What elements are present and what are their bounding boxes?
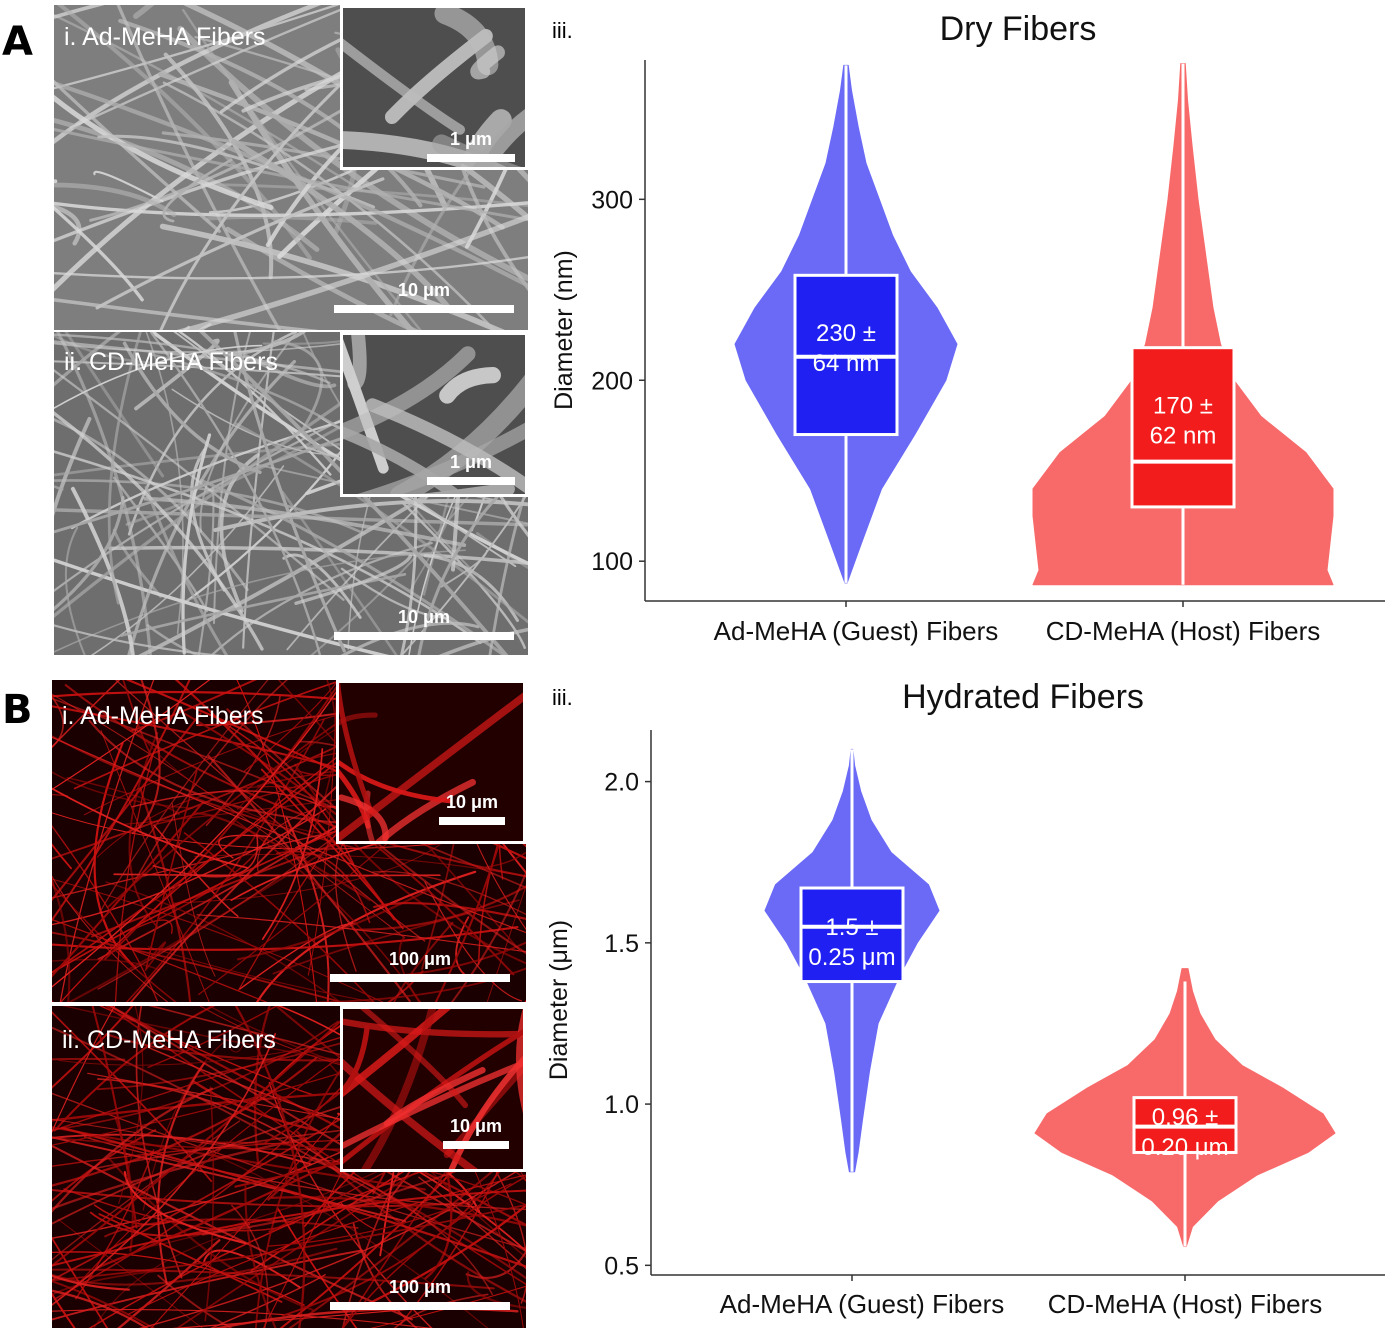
violin-shape: [1034, 968, 1336, 1247]
chart-title: Hydrated Fibers: [902, 678, 1144, 716]
x-tick-label: CD-MeHA (Host) Fibers: [1046, 616, 1320, 646]
sub-label-b-iii: iii.: [552, 685, 573, 710]
y-tick-label: 1.0: [604, 1091, 639, 1119]
data-label: 1.5 ±: [825, 914, 878, 941]
x-tick-label: CD-MeHA (Host) Fibers: [1048, 1289, 1322, 1319]
scale-bar-inset-b-ii: 10 μm: [443, 1113, 509, 1149]
scale-bar-inset-a-i: 1 μm: [427, 124, 515, 162]
y-tick-label: 1.5: [604, 930, 639, 958]
scale-bar-inset-a-ii: 1 μm: [427, 447, 515, 485]
panel-letter-a: A: [2, 19, 33, 65]
chart-title: Dry Fibers: [940, 10, 1097, 48]
data-label: 62 nm: [1150, 422, 1217, 449]
hydrated-fibers-chart: Hydrated Fibers 0.5 1.0 1.5 2.0 Diameter (μm)…: [545, 678, 1385, 1319]
violin-shape: [734, 64, 958, 584]
y-axis-label: Diameter (μm): [545, 920, 573, 1080]
data-label: 64 nm: [813, 350, 880, 377]
confocal-image-cd-mehafibers: ii. CD-MeHA Fibers 10 μm 100 μm: [52, 1006, 526, 1328]
micro-label-a-i: i. Ad-MeHA Fibers: [64, 23, 266, 51]
data-label: 230 ±: [816, 320, 876, 347]
data-label: 0.25 μm: [808, 944, 895, 971]
data-label: 0.96 ±: [1152, 1104, 1219, 1131]
data-label: 0.20 μm: [1141, 1134, 1228, 1161]
y-tick-label: 300: [591, 186, 633, 214]
fiber-texture: [52, 1006, 526, 1328]
panel-letter-b: B: [2, 687, 33, 733]
data-label: 170 ±: [1153, 392, 1213, 419]
sem-image-cd-mehafibers: ii. CD-MeHA Fibers 1 μm 10 μm: [54, 332, 528, 655]
confocal-inset-b-ii: 10 μm: [340, 1006, 526, 1172]
confocal-image-ad-mehafibers: i. Ad-MeHA Fibers 10 μm 100 μm: [52, 680, 526, 1002]
box-iqr: [793, 273, 899, 437]
fiber-texture-inset: [343, 8, 525, 167]
y-axis-label: Diameter (nm): [550, 250, 578, 410]
sem-image-ad-mehafibers: i. Ad-MeHA Fibers 1 μm 10 μm: [54, 5, 528, 330]
confocal-inset-b-i: 10 μm: [336, 680, 526, 844]
sem-inset-a-i: 1 μm: [340, 5, 528, 170]
sub-label-a-iii: iii.: [552, 18, 573, 43]
micro-label-a-ii: ii. CD-MeHA Fibers: [64, 348, 278, 376]
y-tick-label: 2.0: [604, 769, 639, 797]
scale-bar-b-i: 100 μm: [330, 940, 510, 982]
sem-inset-a-ii: 1 μm: [340, 332, 528, 497]
scale-bar-a-ii: 10 μm: [334, 598, 514, 640]
dry-fibers-chart: Dry Fibers 100 200 300 Diameter (nm) 230 ± 64 …: [550, 10, 1385, 646]
violin-shape: [764, 748, 940, 1173]
micro-label-b-ii: ii. CD-MeHA Fibers: [62, 1026, 276, 1054]
y-tick-label: 100: [591, 548, 633, 576]
fiber-texture-inset: [339, 683, 523, 841]
scale-bar-a-i: 10 μm: [334, 271, 514, 313]
fiber-texture-inset: [343, 335, 525, 494]
micro-label-b-i: i. Ad-MeHA Fibers: [62, 702, 264, 730]
y-tick-label: 200: [591, 367, 633, 395]
x-tick-label: Ad-MeHA (Guest) Fibers: [720, 1289, 1005, 1319]
box-iqr: [799, 886, 905, 984]
violin-shape: [1032, 63, 1334, 586]
y-tick-label: 0.5: [604, 1252, 639, 1280]
scale-bar-inset-b-i: 10 μm: [439, 789, 505, 825]
box-iqr: [1130, 346, 1236, 509]
x-tick-label: Ad-MeHA (Guest) Fibers: [714, 616, 999, 646]
scale-bar-b-ii: 100 μm: [330, 1268, 510, 1310]
box-iqr: [1132, 1096, 1238, 1154]
